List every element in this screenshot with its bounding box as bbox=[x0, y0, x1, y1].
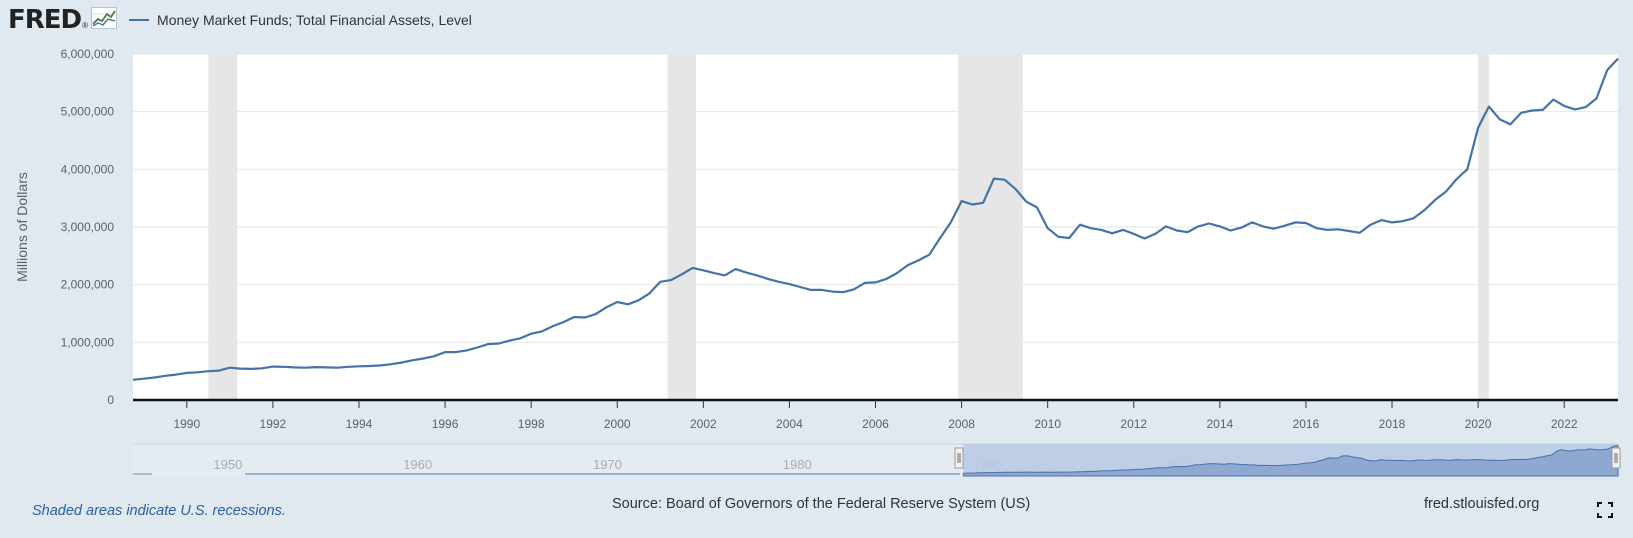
logo-registered-mark: ® bbox=[82, 21, 89, 30]
legend-label: Money Market Funds; Total Financial Asse… bbox=[157, 12, 472, 28]
navigator-series-area bbox=[962, 444, 1619, 477]
navigator-right-handle[interactable] bbox=[1611, 447, 1621, 469]
x-tick-label: 2002 bbox=[690, 417, 717, 431]
y-axis-ticks: 0 1,000,000 2,000,000 3,000,000 4,000,000 5,0… bbox=[61, 47, 115, 407]
range-navigator[interactable]: 19501960197019801990200020102020 bbox=[133, 443, 1621, 477]
x-tick-label: 2020 bbox=[1465, 417, 1492, 431]
logo-text: FRED bbox=[8, 5, 82, 35]
x-tick-label: 1996 bbox=[432, 417, 459, 431]
y-tick-label: 6,000,000 bbox=[61, 47, 115, 61]
x-tick-label: 2000 bbox=[604, 417, 631, 431]
legend-item[interactable]: Money Market Funds; Total Financial Asse… bbox=[129, 12, 472, 28]
y-tick-label: 4,000,000 bbox=[61, 162, 115, 176]
y-tick-label: 5,000,000 bbox=[61, 105, 115, 119]
fred-url-link[interactable]: fred.stlouisfed.org bbox=[1424, 496, 1540, 512]
x-tick-label: 2008 bbox=[948, 417, 975, 431]
x-tick-label: 1990 bbox=[173, 417, 200, 431]
y-tick-label: 0 bbox=[107, 393, 114, 407]
x-tick-label: 1998 bbox=[518, 417, 545, 431]
x-tick-label: 2018 bbox=[1379, 417, 1406, 431]
chart-header: FRED ® Money Market Funds; Total Financi… bbox=[8, 5, 472, 35]
y-tick-label: 3,000,000 bbox=[61, 220, 115, 234]
navigator-label: 1980 bbox=[783, 457, 812, 472]
navigator-label: 1960 bbox=[403, 457, 432, 472]
x-tick-label: 2010 bbox=[1034, 417, 1061, 431]
x-tick-label: 2016 bbox=[1293, 417, 1320, 431]
x-tick-label: 2006 bbox=[862, 417, 889, 431]
x-tick-label: 2004 bbox=[776, 417, 803, 431]
x-tick-label: 2022 bbox=[1551, 417, 1578, 431]
series-layer bbox=[132, 57, 1619, 381]
x-tick-label: 1994 bbox=[346, 417, 373, 431]
source-text: Source: Board of Governors of the Federa… bbox=[612, 496, 1031, 512]
x-tick-label: 2014 bbox=[1206, 417, 1233, 431]
navigator-label: 1970 bbox=[593, 457, 622, 472]
fullscreen-icon[interactable] bbox=[1597, 502, 1613, 518]
fred-logo[interactable]: FRED ® bbox=[8, 5, 118, 35]
navigator-left-handle[interactable] bbox=[954, 447, 964, 469]
y-tick-label: 1,000,000 bbox=[61, 335, 115, 349]
legend-swatch bbox=[129, 19, 150, 21]
gridlines bbox=[133, 53, 1618, 343]
x-tick-label: 2012 bbox=[1120, 417, 1147, 431]
navigator-label: 1950 bbox=[213, 457, 242, 472]
x-axis-ticks: 1990 1992 1994 1996 1998 2000 2002 2004 2006 2008… bbox=[173, 400, 1578, 431]
series-line-0[interactable] bbox=[132, 57, 1619, 381]
x-tick-label: 1992 bbox=[260, 417, 287, 431]
y-tick-label: 2,000,000 bbox=[61, 278, 115, 292]
y-axis-title: Millions of Dollars bbox=[14, 172, 30, 282]
recession-note: Shaded areas indicate U.S. recessions. bbox=[32, 503, 286, 519]
fred-logo-graph-icon bbox=[91, 6, 118, 34]
